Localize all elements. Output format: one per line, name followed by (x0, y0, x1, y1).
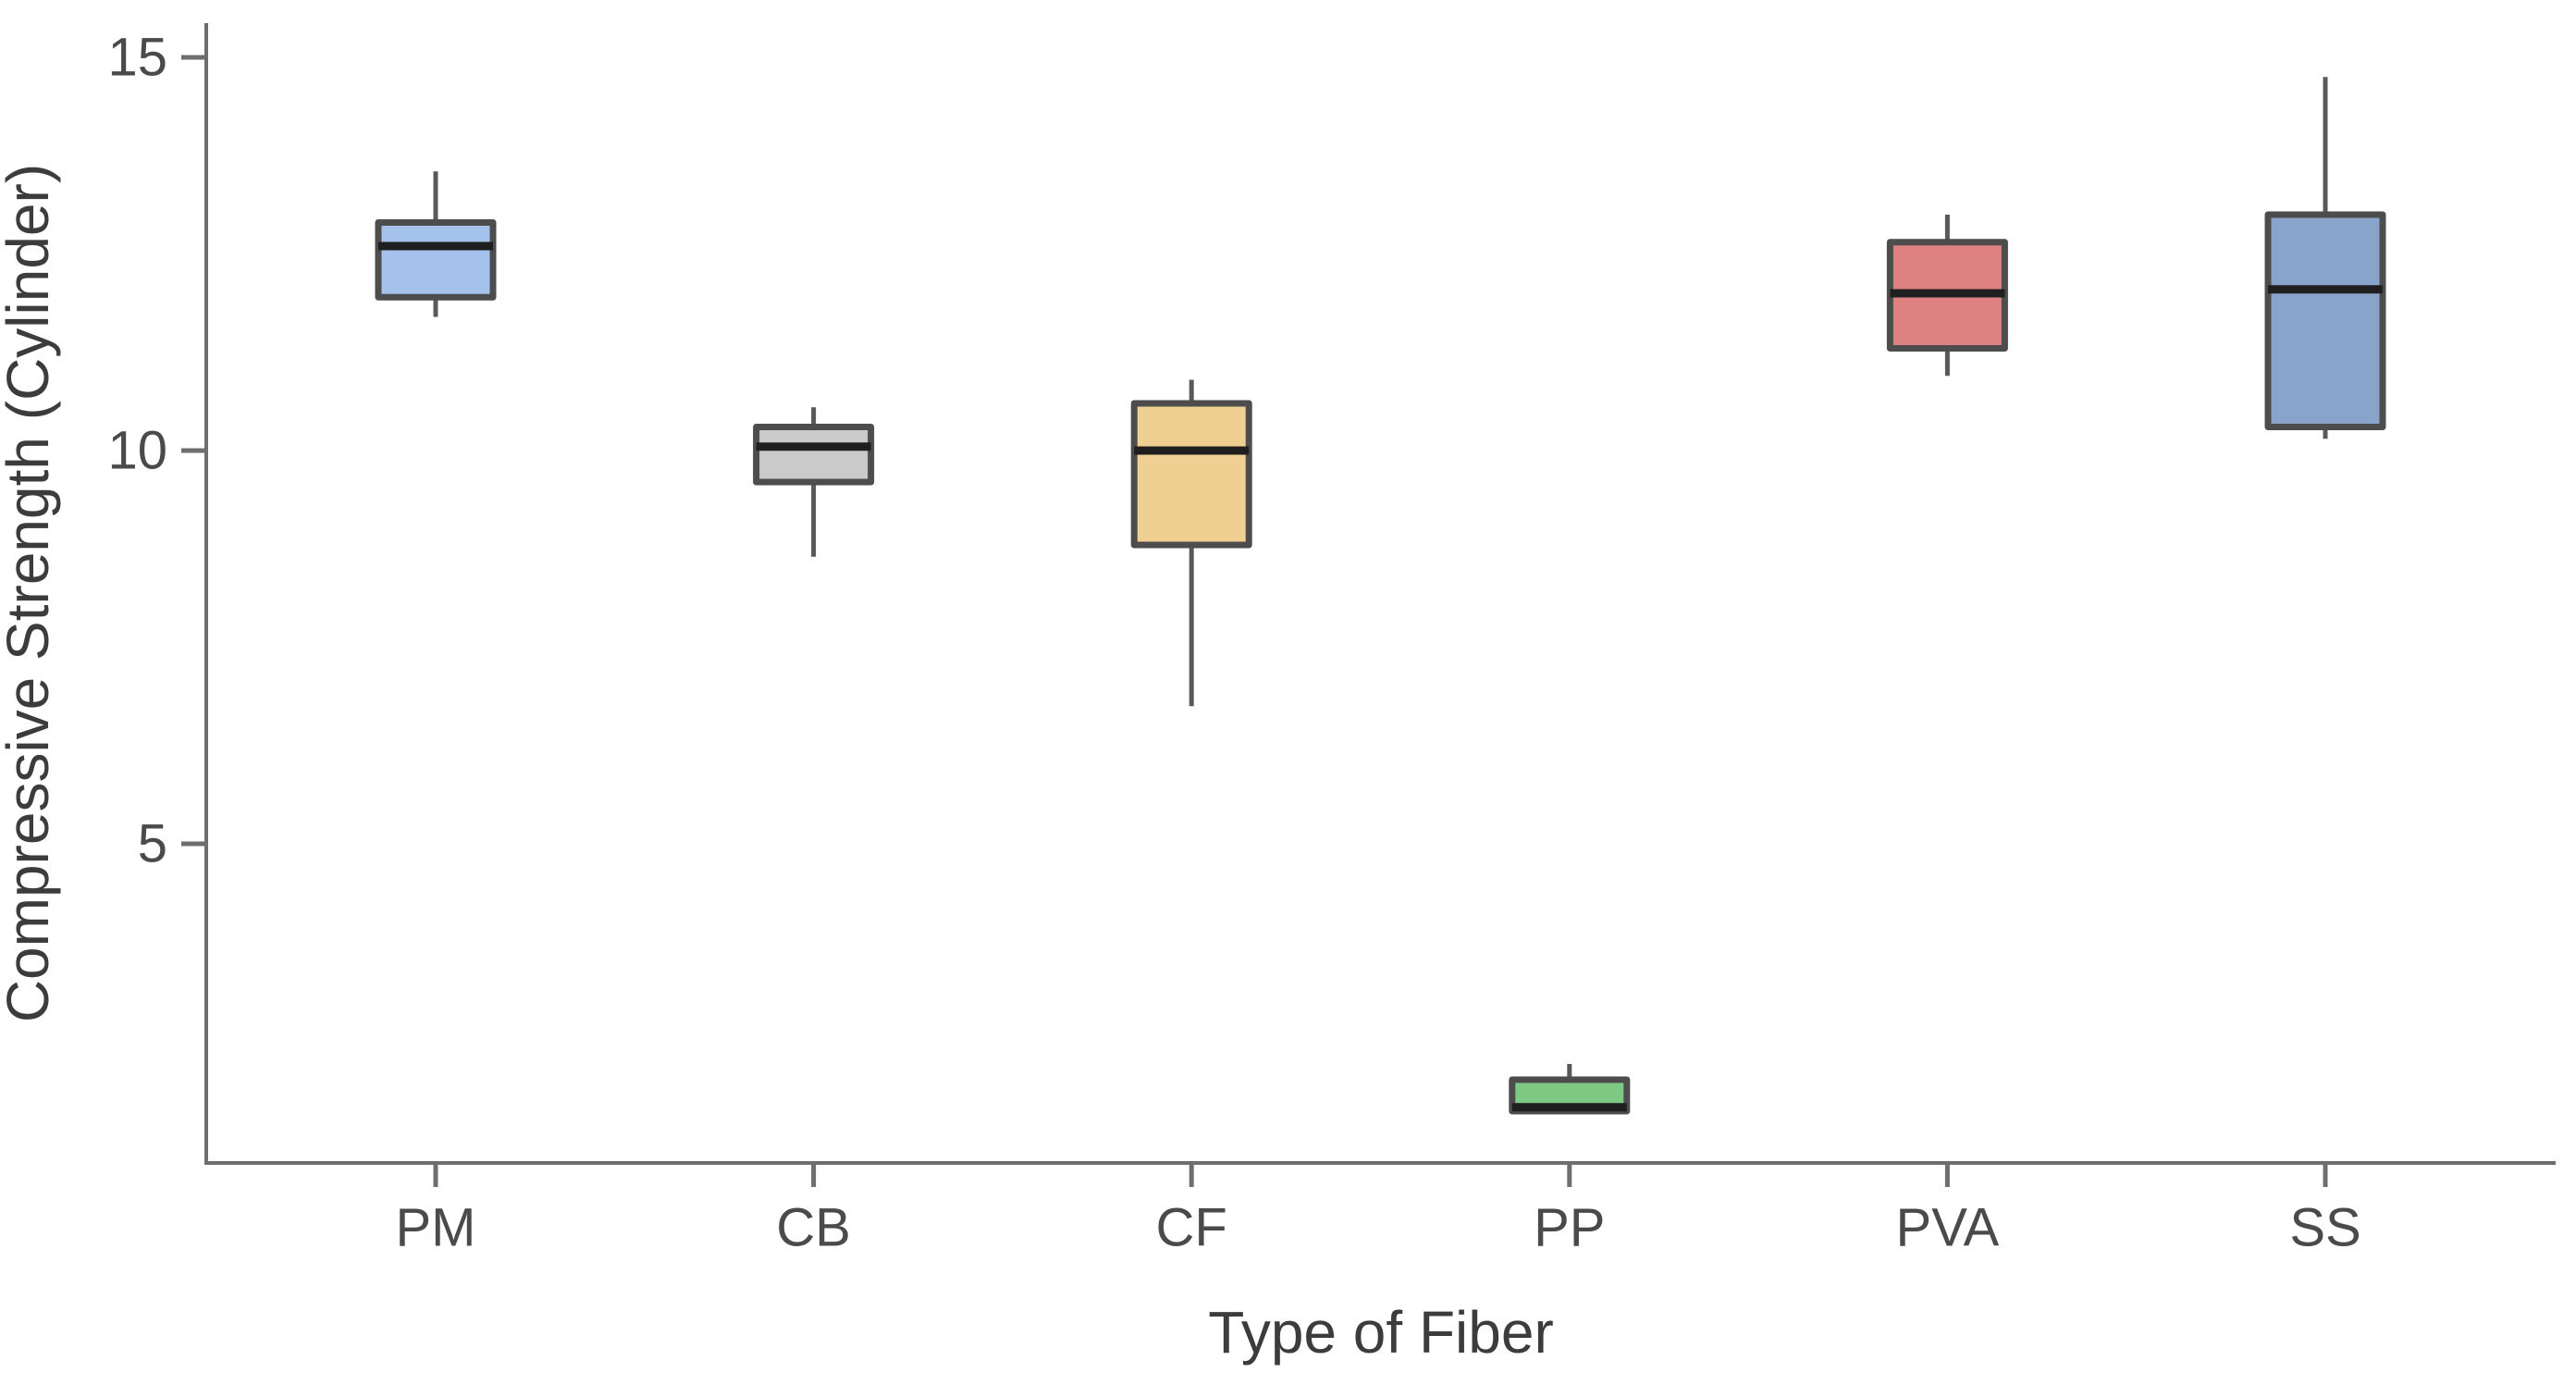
x-tick-label-PP: PP (1534, 1198, 1605, 1258)
x-tick-label-PM: PM (396, 1198, 476, 1258)
box-SS (2264, 211, 2386, 430)
y-tick-label: 15 (107, 28, 167, 88)
x-tick-label-CB: CB (776, 1198, 851, 1258)
x-tick-label-PVA: PVA (1896, 1198, 2000, 1258)
box-PM (375, 219, 497, 301)
y-tick-label: 5 (138, 814, 167, 874)
x-axis-title: Type of Fiber (1208, 1299, 1554, 1366)
y-axis-title: Compressive Strength (Cylinder) (0, 164, 61, 1022)
box-CF (1130, 400, 1252, 549)
x-tick-label-SS: SS (2289, 1198, 2360, 1258)
y-tick-label: 10 (107, 421, 167, 481)
x-tick-label-CF: CF (1156, 1198, 1227, 1258)
box-CB (753, 424, 875, 486)
